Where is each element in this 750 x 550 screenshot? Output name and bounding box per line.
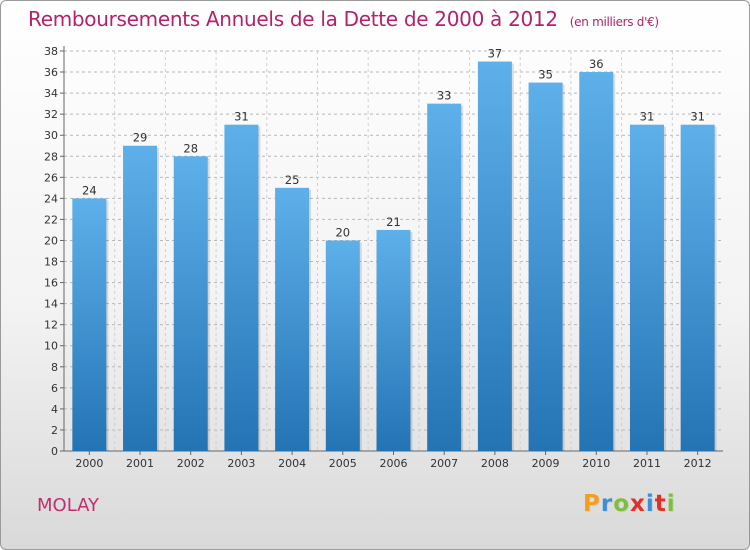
data-label-2008: 37 [488,47,503,61]
data-label-2002: 28 [183,141,198,155]
brand-letter: i [666,491,676,517]
y-tick-label: 30 [44,129,58,142]
x-tick-label-2004: 2004 [278,457,306,470]
data-label-2003: 31 [234,110,249,124]
y-tick-label: 20 [44,234,58,247]
y-tick-label: 14 [44,298,58,311]
data-label-2012: 31 [690,110,705,124]
x-tick-label-2008: 2008 [481,457,509,470]
y-tick-label: 36 [44,66,58,79]
bar-2011 [629,124,664,452]
data-label-2011: 31 [640,110,655,124]
data-label-2007: 33 [437,89,452,103]
bar-2004 [275,187,310,451]
y-tick-label: 2 [51,424,58,437]
brand-letter: r [600,491,614,517]
data-label-2010: 36 [589,57,604,71]
x-tick-label-2002: 2002 [177,457,205,470]
bar-2000 [72,198,107,451]
bar-2003 [224,124,259,452]
data-label-2004: 25 [285,173,300,187]
brand-letter: t [654,491,667,517]
x-tick-label-2010: 2010 [582,457,610,470]
data-label-2009: 35 [538,68,553,82]
x-tick-label-2000: 2000 [75,457,103,470]
bar-2006 [376,229,411,451]
bars [72,61,717,452]
y-tick-label: 18 [44,256,58,269]
data-label-2001: 29 [133,131,148,145]
y-tick-label: 26 [44,171,58,184]
x-tick-label-2001: 2001 [126,457,154,470]
bar-2008 [477,61,512,452]
labels: 0246810121416182022242628303234363824200… [44,45,712,470]
y-tick-label: 0 [51,445,58,458]
bar-2005 [325,240,360,451]
y-tick-label: 10 [44,340,58,353]
data-label-2000: 24 [82,183,97,197]
y-tick-label: 6 [51,382,58,395]
y-tick-label: 22 [44,213,58,226]
x-tick-label-2011: 2011 [633,457,661,470]
x-tick-label-2005: 2005 [329,457,357,470]
y-tick-label: 32 [44,108,58,121]
brand-logo: Proxiti [583,491,676,517]
bar-2009 [528,82,563,451]
bar-2001 [123,145,158,451]
chart-title-text: Remboursements Annuels de la Dette de 20… [28,7,558,31]
x-tick-label-2012: 2012 [684,457,712,470]
x-tick-label-2009: 2009 [532,457,560,470]
y-tick-label: 28 [44,150,58,163]
chart-title: Remboursements Annuels de la Dette de 20… [28,7,659,31]
unit-note: (en milliers d'€) [569,15,659,29]
y-tick-label: 24 [44,192,58,205]
y-tick-label: 16 [44,277,58,290]
x-tick-label-2003: 2003 [227,457,255,470]
data-label-2005: 20 [335,225,350,239]
bar-2002 [173,156,208,451]
y-tick-label: 8 [51,361,58,374]
y-tick-label: 34 [44,87,58,100]
y-tick-label: 12 [44,319,58,332]
bar-2007 [427,103,462,451]
bar-2010 [579,72,614,451]
bar-2012 [680,124,715,452]
x-tick-label-2006: 2006 [380,457,408,470]
data-label-2006: 21 [386,215,401,229]
brand-letter: o [613,491,631,517]
y-tick-label: 4 [51,403,58,416]
brand-letter: P [583,491,601,517]
commune-name: MOLAY [37,495,100,516]
y-tick-label: 38 [44,45,58,58]
brand-letter: x [630,491,646,517]
x-tick-label-2007: 2007 [430,457,458,470]
brand-letter: i [645,491,655,517]
